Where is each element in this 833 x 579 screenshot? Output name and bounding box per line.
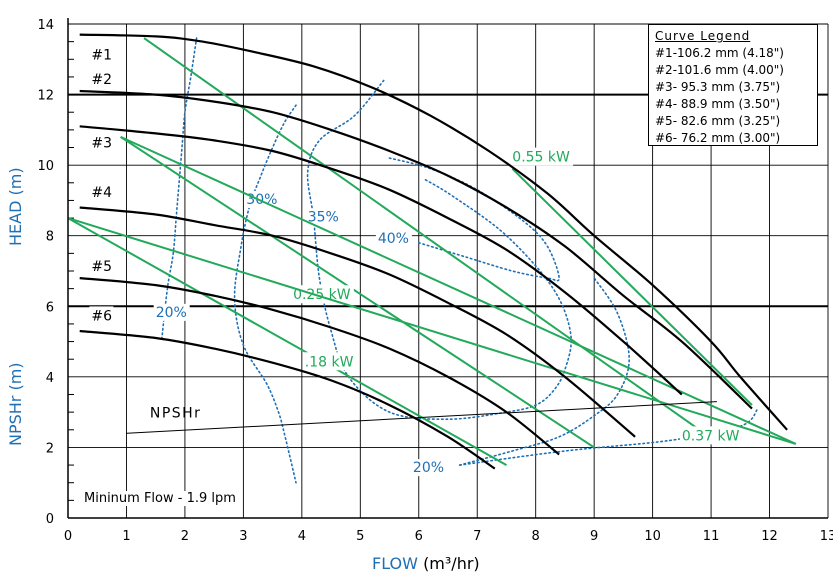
efficiency-label-bg (153, 303, 190, 321)
efficiency-contours: 20%30%35%40%20% (153, 37, 759, 484)
power-line (511, 167, 753, 406)
efficiency-contour (306, 79, 573, 421)
power-line (143, 37, 700, 431)
pump-curve-6 (79, 329, 496, 470)
efficiency-label-bg (375, 229, 412, 247)
curve-label-bg (89, 257, 114, 274)
power-line (67, 217, 797, 445)
x-axis-label-unit: (m³/hr) (423, 554, 480, 573)
curve-label: #1 (91, 47, 112, 63)
pump-curve-2 (79, 89, 753, 410)
pump-curve-4 (79, 206, 636, 438)
curve-label: #5 (91, 259, 112, 275)
efficiency-contour (233, 104, 297, 484)
legend-entry-2: #2-101.6 mm (4.00") (655, 63, 784, 77)
x-tick-label: 12 (761, 529, 778, 544)
power-label: 0.55 kW (512, 150, 570, 166)
y-tick-label: 14 (37, 18, 54, 33)
power-line (67, 217, 507, 466)
x-axis-label: FLOW (m³/hr) (372, 554, 480, 573)
legend-entry-5: #5- 82.6 mm (3.25") (655, 114, 781, 128)
min-flow-label: Mininum Flow - 1.9 lpm (82, 491, 238, 506)
power-label-bg (510, 147, 574, 166)
y-tick-label: 0 (46, 512, 54, 527)
efficiency-label-bg (244, 190, 281, 208)
x-tick-label: 0 (64, 529, 72, 544)
curve-label-bg (89, 306, 114, 324)
efficiency-contour (160, 37, 198, 343)
efficiency-label-bg (410, 459, 447, 477)
x-tick-label: 2 (181, 529, 189, 544)
efficiency-contour (388, 157, 560, 282)
x-tick-label: 11 (703, 529, 720, 544)
efficiency-label: 40% (378, 231, 409, 247)
curve-label-bg (89, 45, 114, 63)
x-tick-label: 5 (356, 529, 364, 544)
curve-label-bg (89, 69, 114, 87)
power-label: 0.25 kW (293, 287, 351, 303)
y-axis-label-head: HEAD (m) (6, 167, 25, 246)
y-tick-label: 2 (46, 441, 54, 456)
npshr-label: NPSHr (150, 405, 202, 421)
efficiency-contour (458, 407, 759, 466)
curve-label-bg (89, 182, 114, 200)
npshr-line (126, 401, 717, 434)
power-label-bg (291, 285, 354, 304)
power-label-bg (679, 426, 743, 445)
curve-label-bg (89, 133, 114, 151)
curve-label: #4 (91, 185, 112, 201)
x-tick-label: 9 (590, 529, 598, 544)
y-tick-label: 4 (46, 371, 54, 386)
x-tick-label: 4 (298, 529, 306, 544)
curve-label: #6 (91, 308, 112, 324)
pump-curve-5 (79, 277, 560, 456)
legend-title: Curve Legend (655, 29, 751, 43)
power-label-bg (302, 352, 358, 371)
x-tick-label: 13 (820, 529, 833, 544)
power-lines: 0.55 kW 0.37 kW 0.25 kW .18 kW (67, 37, 797, 466)
efficiency-label: 20% (413, 460, 444, 476)
curve-label: #2 (91, 72, 112, 88)
curve-label: #3 (91, 136, 112, 152)
pump-curve-3 (79, 125, 683, 396)
y-tick-label: 6 (46, 300, 54, 315)
legend-entry-1: #1-106.2 mm (4.18") (655, 46, 784, 60)
x-tick-label: 3 (239, 529, 247, 544)
x-tick-label: 1 (122, 529, 130, 544)
x-axis-label-main: FLOW (372, 554, 418, 573)
pump-curves: #1 #2 #3 #4 #5 #6 (79, 33, 788, 470)
x-tick-label: 6 (415, 529, 423, 544)
npshr-curve: NPSHr (126, 401, 717, 434)
y-axis-label-npshr: NPSHr (m) (6, 362, 25, 446)
y-tick-label: 12 (37, 89, 54, 104)
x-tick-label: 7 (473, 529, 481, 544)
power-line (120, 135, 797, 445)
power-label: 0.37 kW (682, 428, 740, 444)
x-tick-label: 8 (532, 529, 540, 544)
legend-entry-3: #3- 95.3 mm (3.75") (655, 80, 781, 94)
efficiency-label: 35% (308, 210, 339, 226)
y-tick-label: 10 (37, 159, 54, 174)
curve-legend: Curve Legend #1-106.2 mm (4.18") #2-101.… (648, 24, 818, 146)
y-tick-label: 8 (46, 230, 54, 245)
legend-entry-4: #4- 88.9 mm (3.50") (655, 97, 781, 111)
efficiency-label: 20% (156, 305, 187, 321)
x-tick-label: 10 (644, 529, 661, 544)
efficiency-contour (458, 277, 631, 466)
power-label: .18 kW (305, 354, 354, 370)
efficiency-label-bg (305, 208, 342, 226)
pump-curve-1 (79, 33, 788, 431)
power-line (120, 136, 595, 449)
legend-entry-6: #6- 76.2 mm (3.00") (655, 131, 781, 145)
